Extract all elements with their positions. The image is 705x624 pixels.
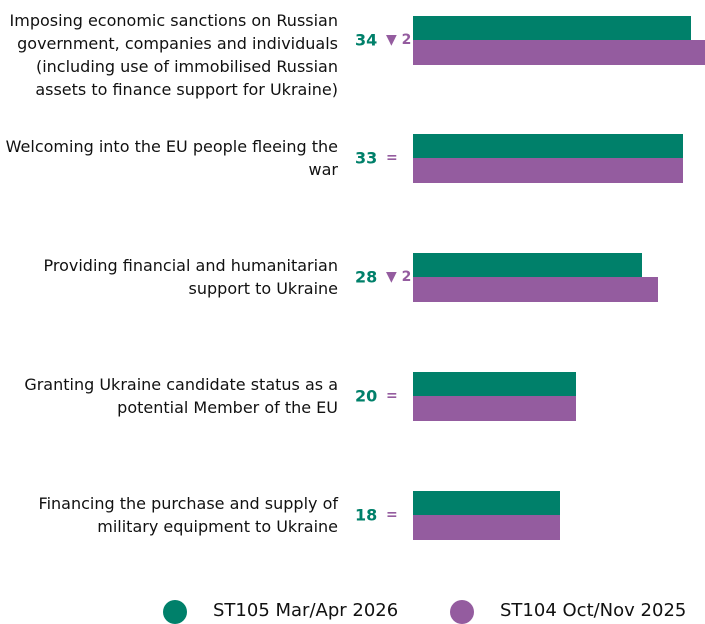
category-label: Imposing economic sanctions on Russian g… xyxy=(9,11,338,99)
bar xyxy=(413,277,659,302)
change-label: = xyxy=(386,150,398,166)
category-label: Welcoming into the EU people fleeing the… xyxy=(5,137,338,179)
legend-swatch xyxy=(163,600,187,624)
value-label: 33 xyxy=(355,148,378,168)
change-label: = xyxy=(386,507,398,523)
change-label: = xyxy=(386,388,398,404)
bar xyxy=(413,158,683,183)
category-label: Providing financial and humanitarian sup… xyxy=(43,256,338,298)
value-label: 34 xyxy=(355,30,378,50)
category-label: Granting Ukraine candidate status as a p… xyxy=(24,375,338,417)
change-label: ▼ 2 xyxy=(386,32,412,48)
category-label: Financing the purchase and supply of mil… xyxy=(38,494,338,536)
bar xyxy=(413,133,683,158)
value-label: 20 xyxy=(355,386,378,406)
bar xyxy=(413,396,577,421)
legend-label: ST104 Oct/Nov 2025 xyxy=(500,600,687,621)
value-label: 18 xyxy=(355,505,378,525)
bar xyxy=(413,515,561,540)
value-label: 28 xyxy=(355,267,378,287)
bar xyxy=(413,40,705,65)
bar xyxy=(413,252,642,277)
bar xyxy=(413,15,691,40)
bar xyxy=(413,490,561,515)
legend-swatch xyxy=(450,600,474,624)
legend-label: ST105 Mar/Apr 2026 xyxy=(213,600,399,621)
bar xyxy=(413,371,577,396)
change-label: ▼ 2 xyxy=(386,269,412,285)
